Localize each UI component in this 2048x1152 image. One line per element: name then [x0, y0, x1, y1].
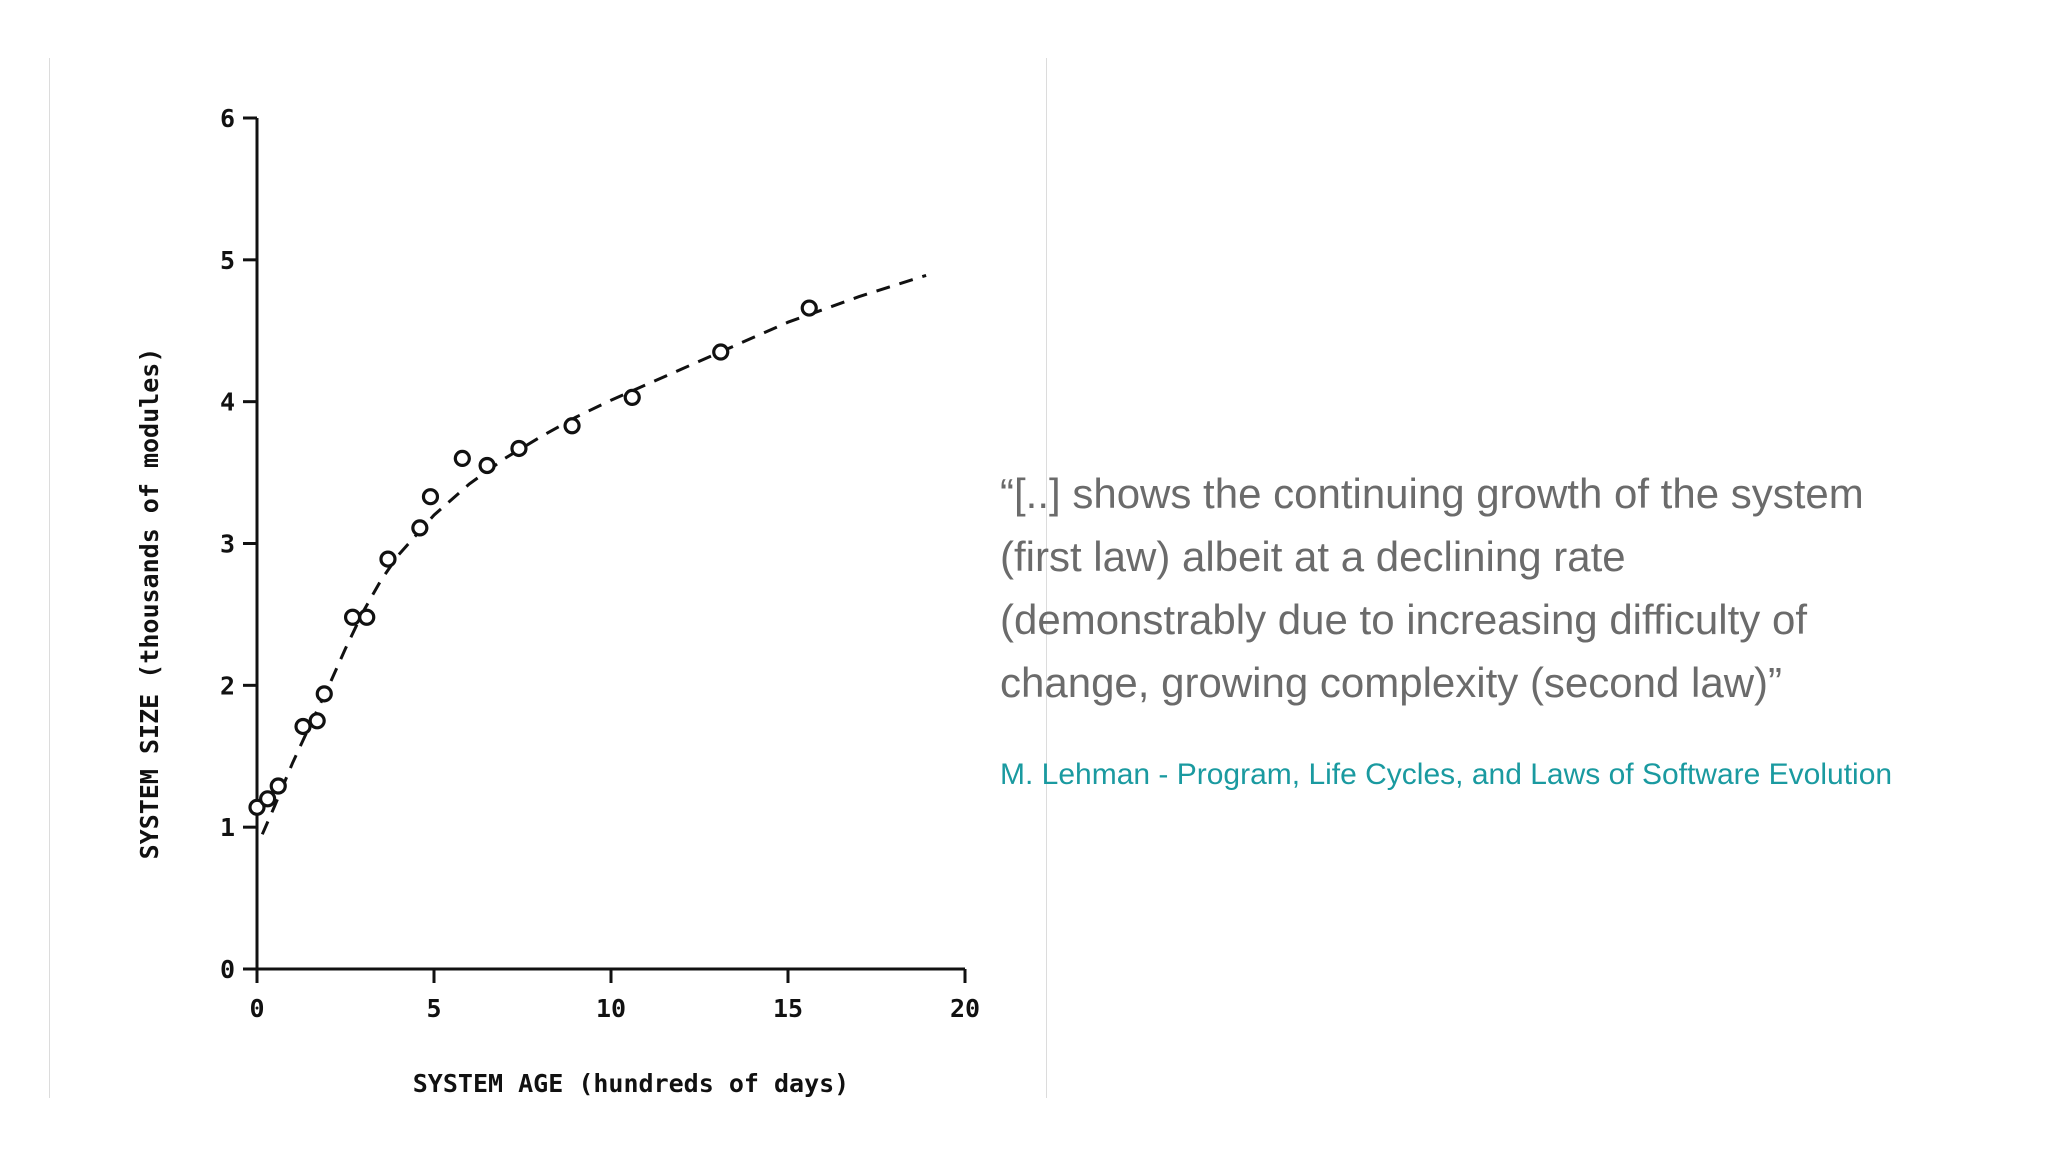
data-point	[411, 519, 429, 537]
frame-line-left	[49, 58, 50, 1098]
data-point	[248, 798, 266, 816]
data-point	[421, 488, 440, 506]
data-point	[712, 343, 730, 361]
y-tick-label: 2	[220, 671, 235, 700]
lehman-growth-chart: 0 1 2 3 4 5 6 0 5 10 15 20 SYSTEM AGE (hundreds of d…	[135, 104, 980, 1098]
x-tick-label: 15	[773, 994, 803, 1023]
x-axis-label: SYSTEM AGE (hundreds of days)	[413, 1069, 850, 1098]
x-tick-label: 20	[950, 994, 980, 1023]
quote-citation: M. Lehman - Program, Life Cycles, and La…	[1000, 758, 1893, 791]
quote-line: (demonstrably due to increasing difficul…	[1000, 596, 1807, 643]
y-tick-label: 0	[220, 955, 235, 984]
x-tick-label: 10	[596, 994, 626, 1023]
data-point	[379, 550, 397, 568]
y-tick-label: 5	[220, 246, 235, 275]
y-tick-label: 6	[220, 104, 235, 133]
data-point	[510, 439, 528, 458]
data-point	[308, 712, 326, 730]
data-point	[315, 685, 333, 703]
data-point	[269, 777, 287, 795]
data-point	[294, 717, 312, 736]
data-point	[259, 790, 277, 808]
data-point	[563, 417, 581, 435]
x-tick-label: 0	[249, 994, 264, 1023]
data-point	[343, 608, 362, 626]
y-tick-label: 3	[220, 530, 235, 559]
data-point	[800, 299, 818, 317]
quote-line: (first law) albeit at a declining rate	[1000, 533, 1626, 580]
quote-line: “[..] shows the continuing growth of the…	[1000, 470, 1864, 517]
data-point	[358, 608, 376, 626]
y-tick-label: 4	[220, 388, 235, 417]
fitted-curve	[260, 273, 927, 835]
data-point	[453, 449, 471, 467]
quote-text: “[..] shows the continuing growth of the…	[1000, 462, 2000, 714]
data-point	[623, 388, 641, 407]
x-tick-label: 5	[426, 994, 441, 1023]
quote-line: change, growing complexity (second law)”	[1000, 659, 1783, 706]
data-point	[478, 456, 496, 475]
frame-line-right	[1046, 58, 1047, 1098]
y-tick-label: 1	[220, 813, 235, 842]
quote-block: “[..] shows the continuing growth of the…	[1000, 462, 2000, 792]
y-axis-label: SYSTEM SIZE (thousands of modules)	[135, 348, 164, 860]
